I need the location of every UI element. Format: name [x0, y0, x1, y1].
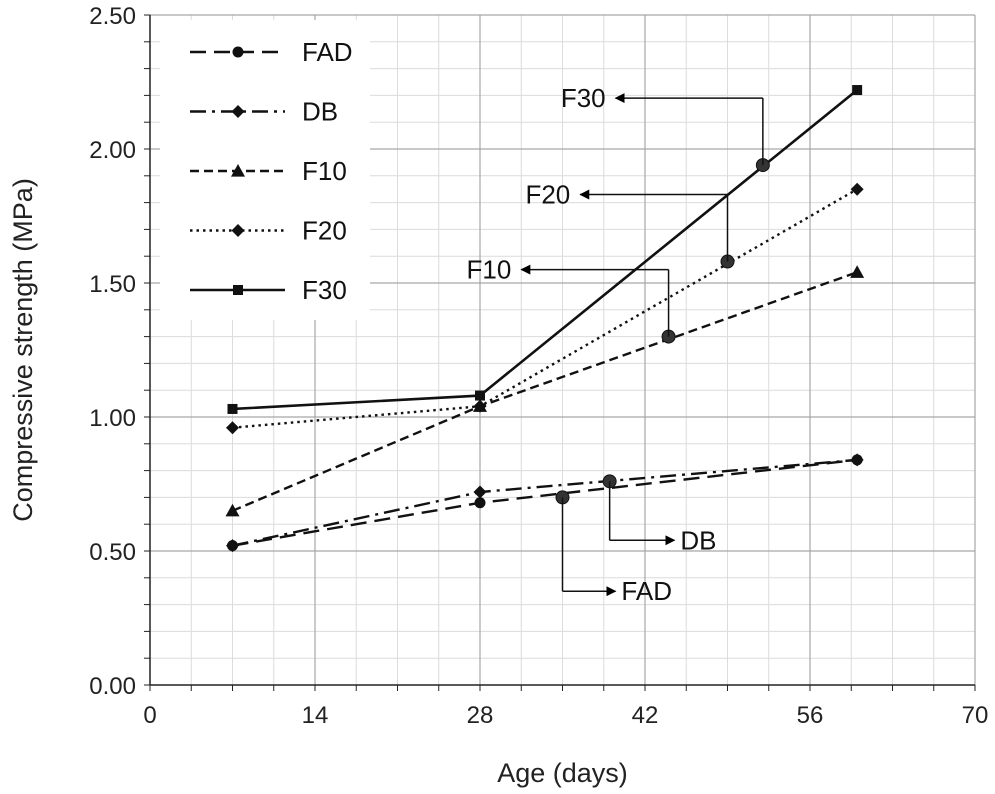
- legend-label-fad: FAD: [302, 37, 353, 67]
- data-point-f30: [475, 390, 485, 401]
- legend-item-f20: F20: [190, 216, 347, 246]
- x-tick-label: 28: [467, 702, 494, 729]
- legend-marker-f20: [231, 224, 245, 237]
- legend-label-f10: F10: [302, 156, 347, 186]
- legend-marker-f30: [233, 285, 243, 295]
- callout-label-f10: F10: [467, 255, 512, 285]
- legend-item-db: DB: [190, 97, 338, 127]
- y-tick-label: 0.00: [89, 673, 136, 700]
- minor-gridlines: [150, 15, 975, 685]
- data-point-db: [473, 485, 487, 499]
- series-line-db: [232, 458, 858, 547]
- callout-annotations: F30 F20 F10 DB FAD: [467, 83, 770, 606]
- y-tick-label: 2.00: [89, 137, 136, 164]
- legend-label-f30: F30: [302, 275, 347, 305]
- data-point-db: [850, 453, 864, 467]
- x-tick-label: 70: [962, 702, 989, 729]
- callout-label-db: DB: [680, 525, 716, 555]
- data-point-f20: [850, 182, 864, 196]
- data-point-fad: [474, 497, 486, 509]
- callout-db: DB: [602, 474, 716, 555]
- series-db: [226, 453, 864, 553]
- y-tick-label: 1.00: [89, 405, 136, 432]
- tick-labels: 0 14 28 42 56 70 0.00 0.50 1.00 1.50 2.00 2.50: [89, 3, 988, 729]
- legend-marker-fad: [232, 46, 244, 58]
- callout-fad: FAD: [555, 490, 672, 606]
- callout-f20: F20: [525, 180, 735, 269]
- series-f30: [227, 85, 863, 414]
- legend-label-f20: F20: [302, 216, 347, 246]
- callout-label-f20: F20: [525, 180, 570, 210]
- legend-item-f10: F10: [190, 156, 347, 186]
- y-tick-label: 2.50: [89, 3, 136, 30]
- data-point-f20: [226, 421, 239, 435]
- x-tick-label: 0: [143, 702, 156, 729]
- y-axis-title: Compressive strength (MPa): [8, 178, 38, 522]
- major-gridlines: [150, 14, 976, 685]
- data-point-f20: [473, 399, 487, 413]
- data-series: [225, 85, 865, 553]
- series-fad: [227, 454, 863, 552]
- x-tick-label: 56: [797, 702, 824, 729]
- legend-label-db: DB: [302, 97, 338, 127]
- data-point-f10: [225, 503, 240, 517]
- legend-item-fad: FAD: [190, 37, 353, 67]
- y-tick-label: 1.50: [89, 271, 136, 298]
- y-tick-label: 0.50: [89, 539, 136, 566]
- series-line-fad: [232, 458, 858, 547]
- x-axis-title: Age (days): [497, 758, 628, 788]
- legend-item-f30: F30: [190, 275, 347, 305]
- legend-marker-f10: [231, 164, 245, 177]
- data-point-f30: [227, 403, 238, 414]
- data-point-db: [226, 539, 239, 553]
- legend: FAD DB F10 F20 F30: [160, 20, 370, 320]
- callout-label-f30: F30: [561, 83, 606, 113]
- axes: [144, 14, 976, 691]
- legend-marker-db: [231, 105, 245, 118]
- callout-f30: F30: [561, 83, 770, 173]
- series-f20: [226, 182, 864, 435]
- callout-label-fad: FAD: [621, 576, 672, 606]
- x-tick-label: 42: [632, 702, 659, 729]
- data-point-f30: [852, 85, 863, 96]
- data-point-f10: [850, 265, 865, 278]
- callout-f10: F10: [467, 255, 676, 344]
- x-tick-label: 14: [302, 702, 329, 729]
